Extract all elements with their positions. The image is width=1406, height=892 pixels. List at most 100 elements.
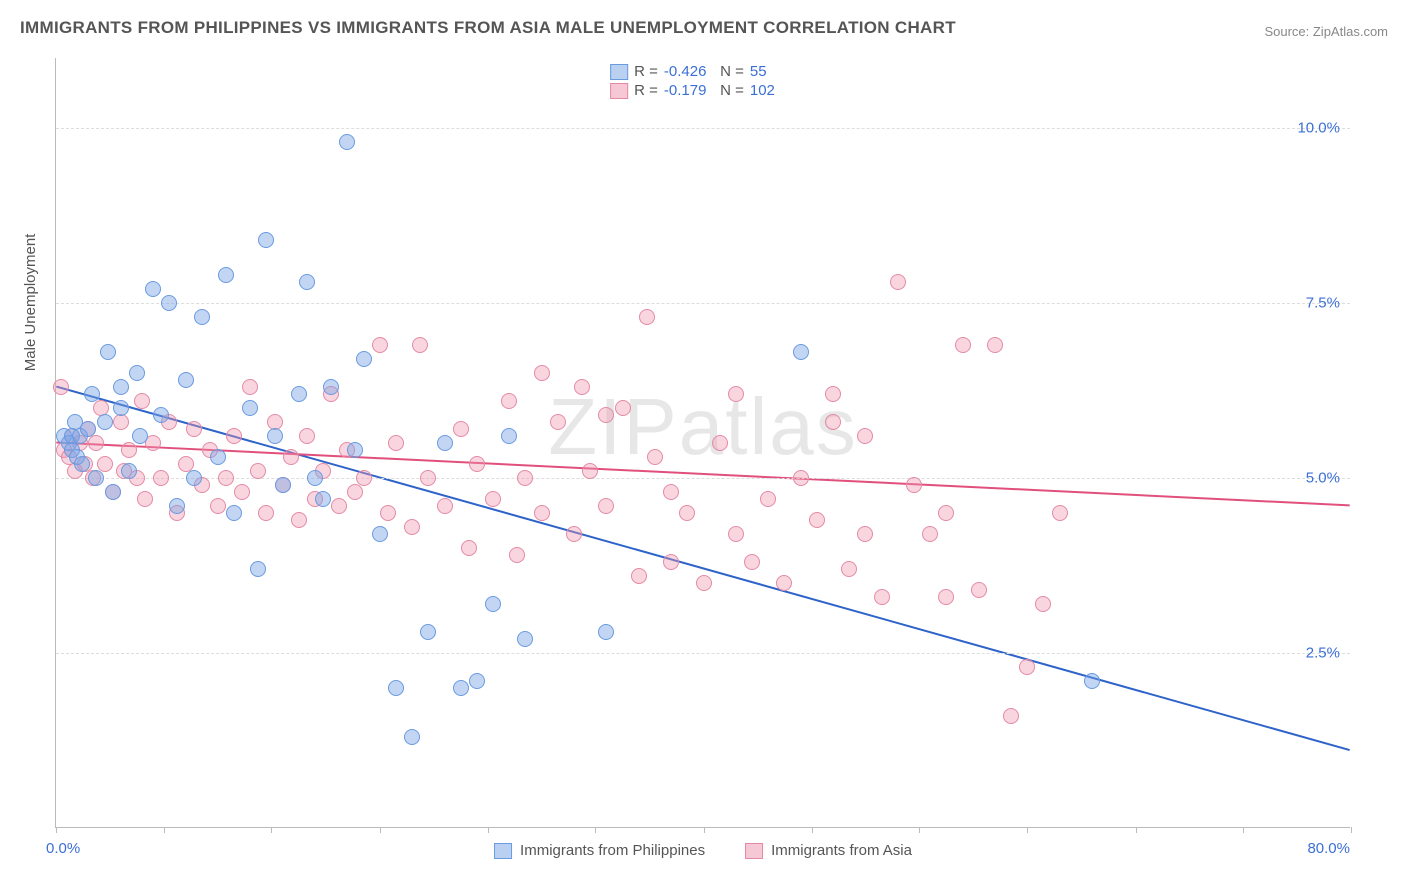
scatter-point <box>388 435 404 451</box>
scatter-point <box>825 414 841 430</box>
legend-swatch <box>610 64 628 80</box>
scatter-point <box>841 561 857 577</box>
scatter-point <box>906 477 922 493</box>
scatter-point <box>186 421 202 437</box>
scatter-point <box>647 449 663 465</box>
scatter-point <box>53 379 69 395</box>
scatter-point <box>258 505 274 521</box>
scatter-point <box>598 498 614 514</box>
scatter-point <box>938 589 954 605</box>
scatter-point <box>105 484 121 500</box>
scatter-point <box>258 232 274 248</box>
chart-title: IMMIGRANTS FROM PHILIPPINES VS IMMIGRANT… <box>20 18 956 38</box>
xtick <box>1351 827 1352 833</box>
scatter-point <box>663 484 679 500</box>
legend-swatch <box>494 843 512 859</box>
scatter-point <box>194 309 210 325</box>
scatter-point <box>356 351 372 367</box>
scatter-point <box>639 309 655 325</box>
xtick <box>380 827 381 833</box>
scatter-point <box>356 470 372 486</box>
scatter-point <box>218 470 234 486</box>
scatter-point <box>534 505 550 521</box>
scatter-point <box>84 386 100 402</box>
legend-series-name: Immigrants from Philippines <box>520 842 705 859</box>
xtick <box>1136 827 1137 833</box>
scatter-point <box>663 554 679 570</box>
scatter-point <box>145 281 161 297</box>
scatter-point <box>291 512 307 528</box>
scatter-point <box>566 526 582 542</box>
scatter-point <box>501 428 517 444</box>
scatter-point <box>461 540 477 556</box>
scatter-point <box>347 484 363 500</box>
scatter-point <box>267 428 283 444</box>
scatter-point <box>1019 659 1035 675</box>
scatter-point <box>169 498 185 514</box>
scatter-point <box>890 274 906 290</box>
xtick <box>1027 827 1028 833</box>
xtick <box>704 827 705 833</box>
scatter-point <box>210 498 226 514</box>
scatter-point <box>857 428 873 444</box>
scatter-point <box>631 568 647 584</box>
scatter-point <box>88 435 104 451</box>
scatter-point <box>420 470 436 486</box>
xtick <box>56 827 57 833</box>
legend-series-name: Immigrants from Asia <box>771 842 912 859</box>
legend-bottom-item: Immigrants from Asia <box>745 842 912 859</box>
scatter-point <box>971 582 987 598</box>
scatter-point <box>80 421 96 437</box>
xtick <box>1243 827 1244 833</box>
scatter-point <box>88 470 104 486</box>
scatter-point <box>469 673 485 689</box>
scatter-point <box>250 463 266 479</box>
ytick-label: 5.0% <box>1306 470 1340 487</box>
scatter-point <box>485 596 501 612</box>
scatter-point <box>509 547 525 563</box>
scatter-point <box>218 267 234 283</box>
scatter-point <box>809 512 825 528</box>
gridline <box>56 303 1350 304</box>
scatter-point <box>598 624 614 640</box>
scatter-point <box>453 421 469 437</box>
scatter-point <box>113 379 129 395</box>
scatter-point <box>153 407 169 423</box>
scatter-point <box>615 400 631 416</box>
legend-top-row: R =-0.179 N =102 <box>602 81 804 100</box>
xtick <box>271 827 272 833</box>
scatter-point <box>728 526 744 542</box>
yaxis-title: Male Unemployment <box>22 234 39 372</box>
scatter-point <box>242 379 258 395</box>
xtick <box>919 827 920 833</box>
scatter-point <box>776 575 792 591</box>
scatter-point <box>412 337 428 353</box>
ytick-label: 10.0% <box>1297 120 1340 137</box>
trend-lines <box>56 58 1350 827</box>
legend-swatch <box>745 843 763 859</box>
scatter-point <box>404 729 420 745</box>
scatter-point <box>857 526 873 542</box>
legend-swatch <box>610 83 628 99</box>
scatter-point <box>113 400 129 416</box>
source-label: Source: ZipAtlas.com <box>1264 24 1388 39</box>
scatter-point <box>574 379 590 395</box>
scatter-point <box>955 337 971 353</box>
scatter-point <box>517 470 533 486</box>
scatter-point <box>712 435 728 451</box>
scatter-point <box>1003 708 1019 724</box>
legend-top: R =-0.426 N =55R =-0.179 N =102 <box>602 60 804 102</box>
legend-r-value: -0.179 <box>664 82 710 99</box>
scatter-point <box>234 484 250 500</box>
scatter-point <box>137 491 153 507</box>
scatter-point <box>331 498 347 514</box>
scatter-point <box>275 477 291 493</box>
scatter-point <box>226 428 242 444</box>
gridline <box>56 653 1350 654</box>
scatter-point <box>132 428 148 444</box>
scatter-point <box>744 554 760 570</box>
legend-n-label: N = <box>716 63 744 80</box>
legend-bottom-item: Immigrants from Philippines <box>494 842 705 859</box>
plot-area: ZIPatlas R =-0.426 N =55R =-0.179 N =102… <box>55 58 1350 828</box>
scatter-point <box>242 400 258 416</box>
